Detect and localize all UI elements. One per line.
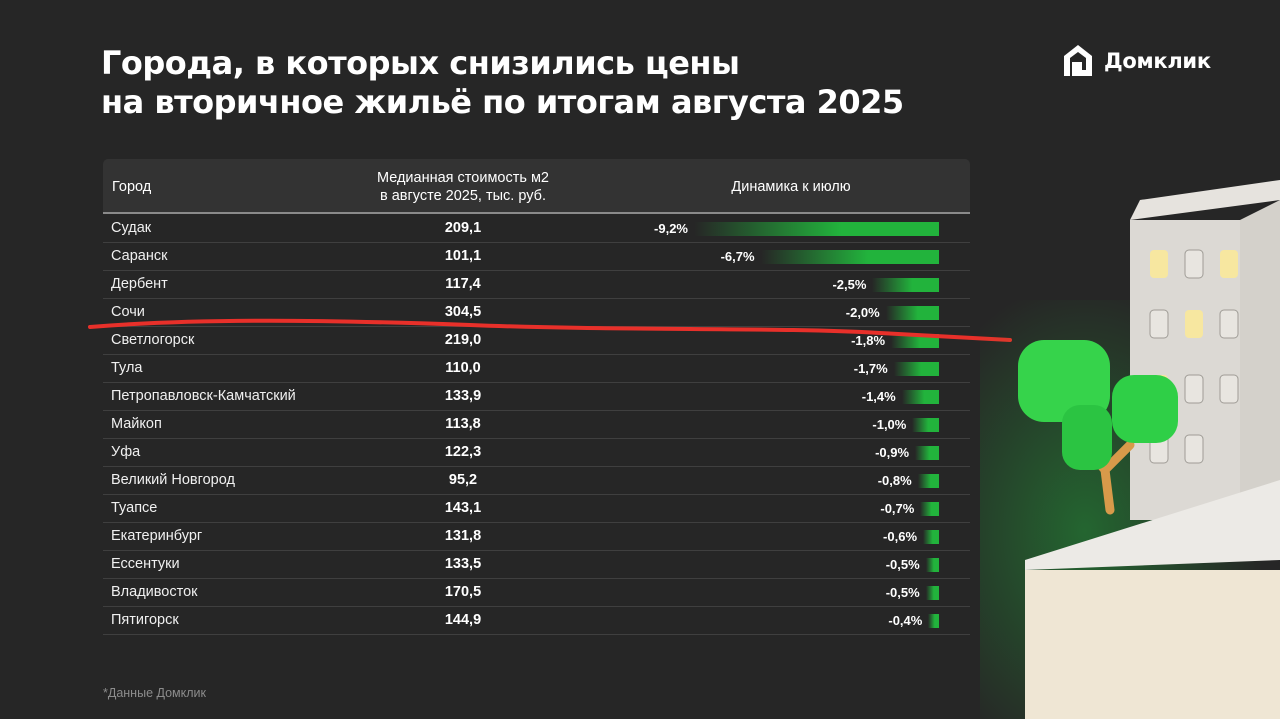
change-bar (925, 558, 939, 572)
table-row: Светлогорск 219,0 -1,8% (103, 327, 970, 355)
page-title: Города, в которых снизились цены на втор… (101, 44, 904, 122)
row-price: 209,1 (444, 220, 482, 236)
change-bar (920, 502, 939, 516)
header-change: Динамика к июлю (731, 179, 851, 195)
row-price: 133,9 (444, 388, 482, 404)
title-line-1: Города, в которых снизились цены (101, 44, 740, 82)
change-bar (694, 222, 939, 236)
change-label: -6,7% (720, 249, 755, 264)
row-city: Великий Новгород (111, 472, 235, 488)
row-city: Светлогорск (111, 332, 195, 348)
row-price: 143,1 (444, 500, 482, 516)
table-row: Ессентуки 133,5 -0,5% (103, 551, 970, 579)
change-label: -0,5% (885, 585, 920, 600)
row-price: 122,3 (444, 444, 482, 460)
row-price: 95,2 (448, 472, 478, 488)
change-label: -0,8% (877, 473, 912, 488)
row-city: Сочи (111, 304, 145, 320)
change-label: -1,0% (872, 417, 907, 432)
table-row: Туапсе 143,1 -0,7% (103, 495, 970, 523)
change-label: -1,8% (851, 333, 886, 348)
row-price: 304,5 (444, 304, 482, 320)
brand-name: Домклик (1104, 49, 1211, 73)
change-bar (923, 530, 939, 544)
change-bar (901, 390, 939, 404)
row-price: 131,8 (444, 528, 482, 544)
change-label: -9,2% (654, 221, 688, 236)
row-city: Майкоп (111, 416, 162, 432)
change-label: -1,7% (853, 361, 888, 376)
header-price: Медианная стоимость м2 в августе 2025, т… (358, 169, 568, 205)
row-city: Ессентуки (111, 556, 180, 572)
annotation-red-line (88, 318, 1012, 342)
row-price: 219,0 (444, 332, 482, 348)
table-row: Майкоп 113,8 -1,0% (103, 411, 970, 439)
title-line-2: на вторичное жильё по итогам августа 202… (101, 83, 904, 121)
change-label: -2,0% (845, 305, 880, 320)
row-city: Пятигорск (111, 612, 179, 628)
brand-logo: Домклик (1060, 42, 1211, 80)
row-city: Саранск (111, 248, 168, 264)
change-label: -0,7% (880, 501, 915, 516)
row-city: Дербент (111, 276, 168, 292)
change-bar (925, 586, 939, 600)
row-price: 110,0 (445, 360, 481, 376)
row-city: Туапсе (111, 500, 158, 516)
change-label: -0,4% (888, 613, 923, 628)
table-row: Судак 209,1 -9,2% (103, 215, 970, 243)
table-row: Екатеринбург 131,8 -0,6% (103, 523, 970, 551)
row-city: Судак (111, 220, 152, 236)
change-label: -1,4% (861, 389, 896, 404)
change-bar (912, 418, 939, 432)
table-row: Великий Новгород 95,2 -0,8% (103, 467, 970, 495)
table-row: Пятигорск 144,9 -0,4% (103, 607, 970, 635)
table-header: Город Медианная стоимость м2 в августе 2… (103, 159, 970, 214)
change-bar (872, 278, 939, 292)
change-bar (760, 250, 939, 264)
row-price: 117,4 (445, 276, 481, 292)
table-row: Тула 110,0 -1,7% (103, 355, 970, 383)
header-price-line-1: Медианная стоимость м2 (376, 170, 549, 186)
change-label: -0,6% (883, 529, 918, 544)
header-price-line-2: в августе 2025, тыс. руб. (379, 188, 547, 204)
row-city: Екатеринбург (111, 528, 203, 544)
change-bar (915, 446, 939, 460)
change-label: -2,5% (832, 277, 867, 292)
row-price: 144,9 (444, 612, 482, 628)
change-label: -0,9% (875, 445, 910, 460)
change-label: -0,5% (885, 557, 920, 572)
footnote: *Данные Домклик (103, 686, 207, 700)
table-row: Петропавловск-Камчатский 133,9 -1,4% (103, 383, 970, 411)
row-city: Владивосток (111, 584, 198, 600)
row-price: 133,5 (444, 556, 482, 572)
change-bar (885, 306, 939, 320)
row-price: 101,1 (444, 248, 482, 264)
table-row: Владивосток 170,5 -0,5% (103, 579, 970, 607)
house-logo-icon (1064, 45, 1092, 76)
row-city: Петропавловск-Камчатский (111, 388, 296, 404)
table-row: Дербент 117,4 -2,5% (103, 271, 970, 299)
table-row: Саранск 101,1 -6,7% (103, 243, 970, 271)
change-bar (917, 474, 939, 488)
table-row: Уфа 122,3 -0,9% (103, 439, 970, 467)
row-price: 113,8 (445, 416, 481, 432)
row-city: Уфа (111, 444, 141, 460)
building-tree-illustration (980, 180, 1280, 719)
header-city: Город (112, 179, 152, 195)
row-city: Тула (111, 360, 143, 376)
change-bar (893, 362, 939, 376)
change-bar (928, 614, 939, 628)
row-price: 170,5 (444, 584, 482, 600)
